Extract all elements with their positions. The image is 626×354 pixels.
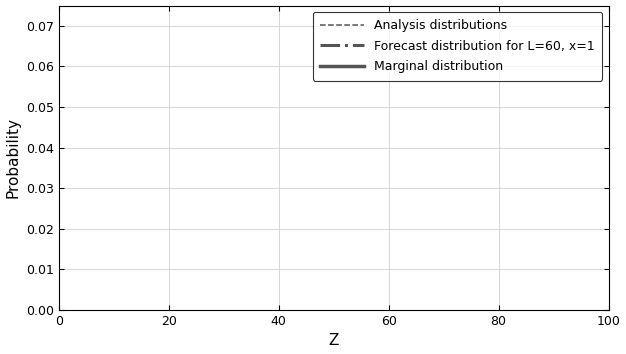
Y-axis label: Probability: Probability [6,117,21,198]
Legend: Analysis distributions, Forecast distribution for L=60, x=1, Marginal distributi: Analysis distributions, Forecast distrib… [313,12,602,81]
X-axis label: Z: Z [329,333,339,348]
